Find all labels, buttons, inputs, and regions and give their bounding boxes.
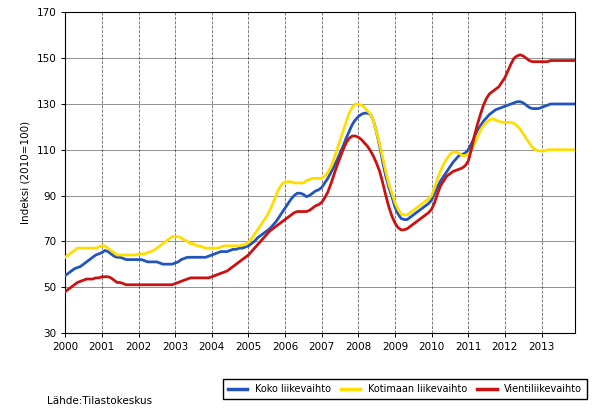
Text: Lähde:Tilastokeskus: Lähde:Tilastokeskus	[47, 396, 152, 406]
Y-axis label: Indeksi (2010=100): Indeksi (2010=100)	[21, 121, 31, 224]
Legend: Koko liikevaihto, Kotimaan liikevaihto, Vientiliikevaihto: Koko liikevaihto, Kotimaan liikevaihto, …	[223, 379, 587, 399]
